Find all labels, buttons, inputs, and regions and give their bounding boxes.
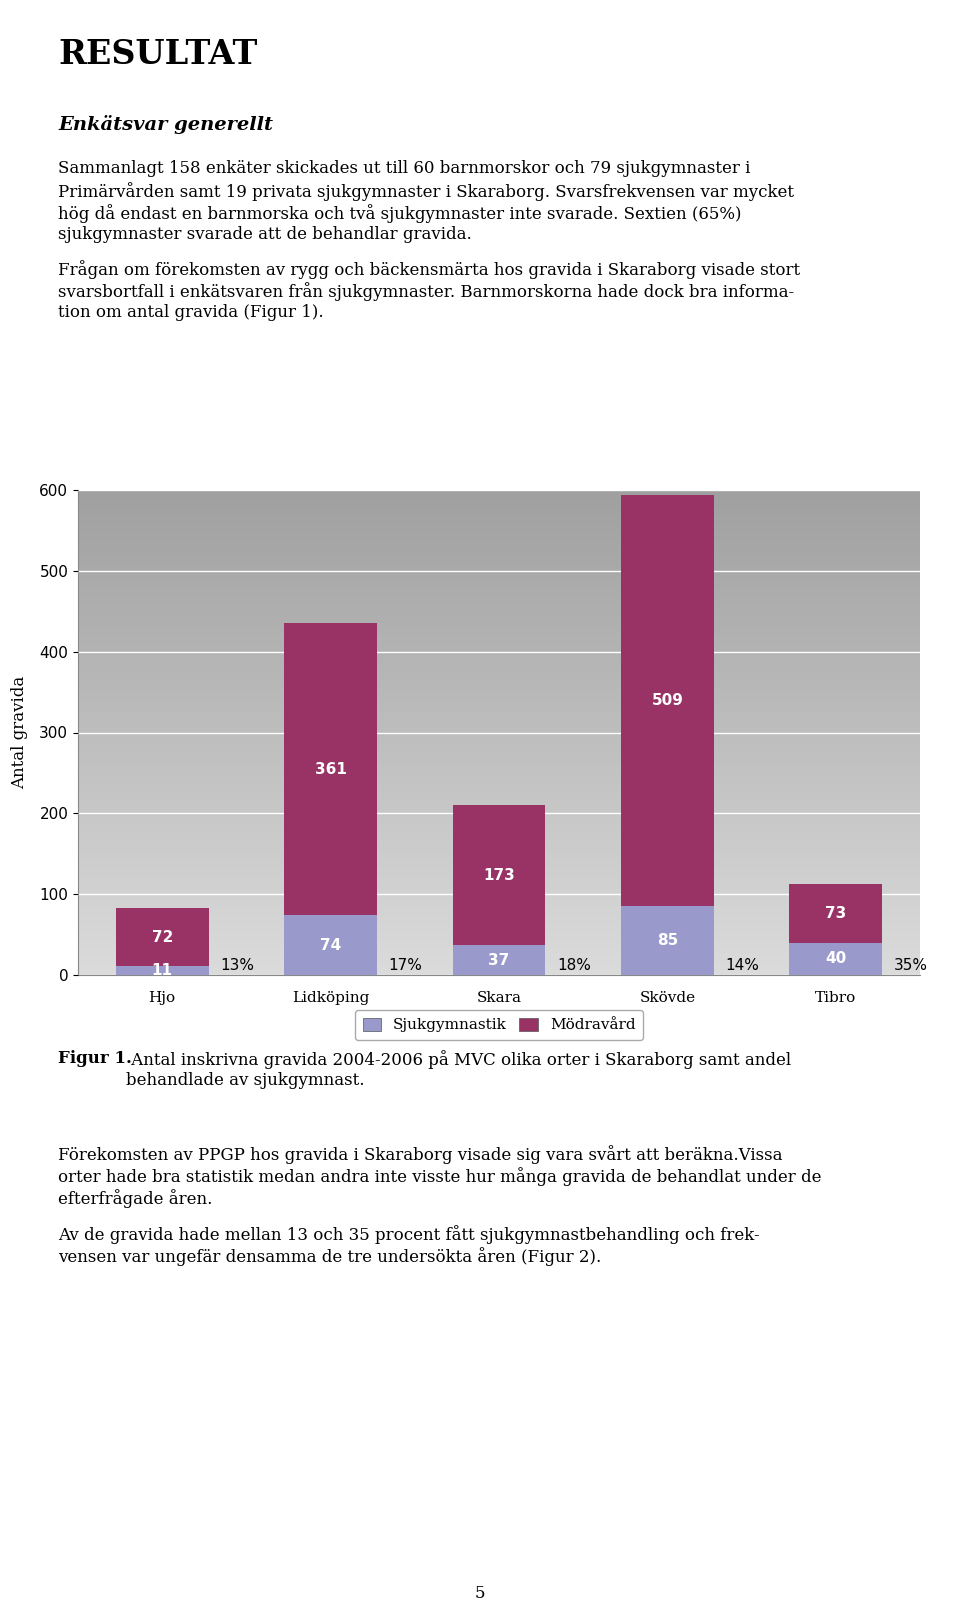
Bar [621,907,713,974]
Bar [116,908,208,966]
Text: efterfrågade åren.: efterfrågade åren. [58,1189,212,1208]
Bar [789,942,882,974]
Text: Figur 1.: Figur 1. [58,1050,132,1068]
Text: hög då endast en barnmorska och två sjukgymnaster inte svarade. Sextien (65%): hög då endast en barnmorska och två sjuk… [58,203,741,223]
Bar [284,915,377,974]
Text: 13%: 13% [220,958,254,973]
Text: sjukgymnaster svarade att de behandlar gravida.: sjukgymnaster svarade att de behandlar g… [58,226,471,244]
Bar [453,805,545,945]
Text: Antal inskrivna gravida 2004-2006 på MVC olika orter i Skaraborg samt andel
beha: Antal inskrivna gravida 2004-2006 på MVC… [126,1050,791,1089]
Text: 17%: 17% [389,958,422,973]
Text: 18%: 18% [557,958,591,973]
Bar [284,623,377,915]
Text: 509: 509 [652,694,684,708]
Text: 72: 72 [152,929,173,945]
Text: tion om antal gravida (Figur 1).: tion om antal gravida (Figur 1). [58,303,324,321]
Text: 73: 73 [826,905,847,921]
Text: Primärvården samt 19 privata sjukgymnaster i Skaraborg. Svarsfrekvensen var myck: Primärvården samt 19 privata sjukgymnast… [58,182,794,202]
Text: 74: 74 [320,937,341,953]
Text: RESULTAT: RESULTAT [58,39,257,71]
Bar [453,945,545,974]
Y-axis label: Antal gravida: Antal gravida [12,676,28,789]
Legend: Sjukgymnastik, Mödravård: Sjukgymnastik, Mödravård [355,1010,643,1040]
Text: 85: 85 [657,934,678,948]
Text: Enkätsvar generellt: Enkätsvar generellt [58,115,273,134]
Text: 14%: 14% [726,958,759,973]
Text: 40: 40 [826,952,847,966]
Text: orter hade bra statistik medan andra inte visste hur många gravida de behandlat : orter hade bra statistik medan andra int… [58,1166,822,1186]
Text: Av de gravida hade mellan 13 och 35 procent fått sjukgymnastbehandling och frek-: Av de gravida hade mellan 13 och 35 proc… [58,1224,759,1244]
Text: 173: 173 [483,868,515,882]
Bar [621,495,713,907]
Bar [116,966,208,974]
Text: 361: 361 [315,761,347,777]
Text: svarsbortfall i enkätsvaren från sjukgymnaster. Barnmorskorna hade dock bra info: svarsbortfall i enkätsvaren från sjukgym… [58,282,794,302]
Text: 11: 11 [152,963,173,977]
Text: vensen var ungefär densamma de tre undersökta åren (Figur 2).: vensen var ungefär densamma de tre under… [58,1247,601,1266]
Bar [789,884,882,942]
Text: Sammanlagt 158 enkäter skickades ut till 60 barnmorskor och 79 sjukgymnaster i: Sammanlagt 158 enkäter skickades ut till… [58,160,751,177]
Text: 5: 5 [475,1586,485,1602]
Text: Förekomsten av PPGP hos gravida i Skaraborg visade sig vara svårt att beräkna.Vi: Förekomsten av PPGP hos gravida i Skarab… [58,1145,782,1165]
Text: 35%: 35% [894,958,928,973]
Text: 37: 37 [489,953,510,968]
Text: Frågan om förekomsten av rygg och bäckensmärta hos gravida i Skaraborg visade st: Frågan om förekomsten av rygg och bäcken… [58,260,800,279]
